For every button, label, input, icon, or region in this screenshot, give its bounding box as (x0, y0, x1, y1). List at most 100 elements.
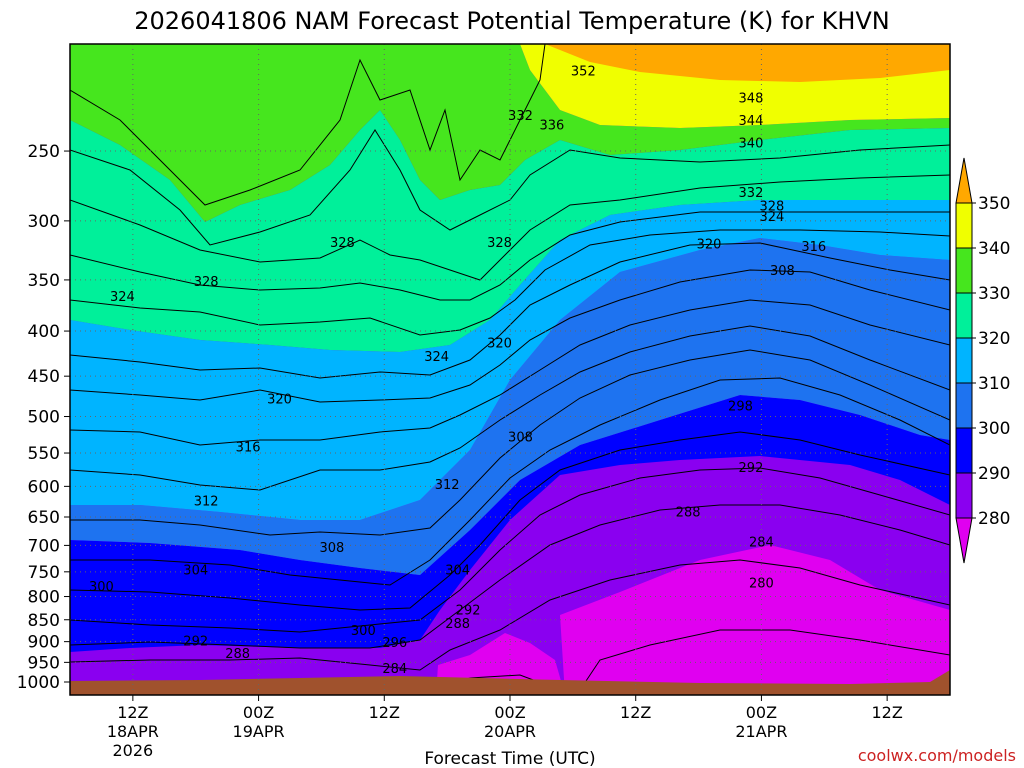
band-290-300 (70, 395, 950, 652)
contour-label: 280 (749, 576, 774, 591)
contour-line (70, 467, 950, 633)
grid-lines (70, 44, 950, 695)
contour-line (70, 229, 950, 336)
y-tick-label: 550 (28, 444, 60, 464)
contour-line (70, 129, 950, 246)
colorbar-band (955, 337, 973, 384)
y-tick-label: 400 (28, 322, 60, 342)
contour-label: 324 (424, 350, 449, 365)
colorbar-tick-label: 350 (978, 194, 1010, 214)
x-tick-label: 00Z (746, 703, 777, 722)
colorbar-top-triangle (955, 157, 973, 204)
colorbar-tick-label: 310 (978, 374, 1010, 394)
colorbar-band (955, 472, 973, 519)
colorbar: 280 290 300 310 320 330 340 350 (955, 157, 1010, 564)
y-tick-label: 300 (28, 212, 60, 232)
chart-title: 2026041806 NAM Forecast Potential Temper… (134, 7, 890, 35)
x-tick-label: 12Z (369, 703, 400, 722)
y-tick-label: 650 (28, 508, 60, 528)
x-tick-year: 2026 (112, 741, 153, 760)
colorbar-band (955, 247, 973, 294)
y-axis: 2503003504004505005506006507007508008509… (17, 142, 70, 693)
contour-label: 340 (739, 136, 764, 151)
x-tick-date: 20APR (484, 722, 536, 741)
contour-label: 320 (697, 237, 722, 252)
colorbar-tick-label: 300 (978, 419, 1010, 439)
contour-lines (70, 44, 950, 691)
band-above-350 (545, 44, 950, 82)
contour-label: 308 (319, 541, 344, 556)
contour-label: 292 (456, 604, 481, 619)
contour-label: 320 (487, 336, 512, 351)
colorbar-tick-label: 280 (978, 509, 1010, 529)
contour-label: 292 (183, 635, 208, 650)
y-tick-label: 850 (28, 611, 60, 631)
contour-label: 324 (759, 210, 784, 225)
y-tick-label: 700 (28, 536, 60, 556)
band-320-330 (70, 110, 950, 352)
contour-label: 328 (194, 275, 219, 290)
y-tick-label: 250 (28, 142, 60, 162)
x-tick-label: 00Z (243, 703, 274, 722)
y-tick-label: 450 (28, 367, 60, 387)
y-tick-label: 500 (28, 408, 60, 428)
contour-label: 328 (759, 200, 784, 215)
contour-label: 324 (110, 290, 135, 305)
y-tick-label: 350 (28, 271, 60, 291)
contour-label: 304 (183, 563, 208, 578)
contour-line (70, 242, 950, 379)
contour-line (70, 431, 950, 611)
contour-line (70, 349, 950, 536)
colorbar-band (955, 427, 973, 474)
y-tick-label: 600 (28, 477, 60, 497)
y-tick-label: 950 (28, 653, 60, 673)
y-tick-label: 750 (28, 563, 60, 583)
contour-label: 304 (445, 563, 470, 578)
band-330-340 (70, 44, 950, 222)
x-tick-label: 12Z (620, 703, 651, 722)
plot-area (70, 44, 950, 695)
contour-label: 308 (508, 430, 533, 445)
colorbar-band (955, 202, 973, 249)
colorbar-bottom-triangle (955, 517, 973, 564)
contour-line (70, 211, 950, 301)
contour-line (70, 299, 950, 446)
colorbar-band (955, 382, 973, 429)
contour-label: 300 (351, 624, 376, 639)
contour-label: 296 (382, 636, 407, 651)
contour-line (70, 559, 950, 671)
contour-label: 288 (445, 617, 470, 632)
contour-label: 288 (225, 647, 250, 662)
contour-label: 332 (739, 186, 764, 201)
y-tick-label: 900 (28, 633, 60, 653)
contour-label: 344 (739, 114, 764, 129)
contour-label: 328 (330, 236, 355, 251)
band-300-310 (70, 238, 950, 575)
contour-label: 308 (770, 264, 795, 279)
colorbar-tick-label: 320 (978, 329, 1010, 349)
colorbar-tick-label: 290 (978, 464, 1010, 484)
contour-line (70, 174, 950, 281)
contour-label: 328 (487, 236, 512, 251)
contour-line (70, 269, 950, 403)
y-tick-label: 800 (28, 588, 60, 608)
y-tick-label: 1000 (17, 673, 60, 693)
contour-label: 316 (801, 240, 826, 255)
contour-label: 312 (435, 478, 460, 493)
x-tick-label: 00Z (494, 703, 525, 722)
colorbar-tick-label: 340 (978, 239, 1010, 259)
contour-label: 316 (236, 440, 261, 455)
contour-label: 300 (89, 580, 114, 595)
colorbar-tick-label: 330 (978, 284, 1010, 304)
x-tick-label: 12Z (871, 703, 902, 722)
x-tick-date: 19APR (233, 722, 285, 741)
contour-label: 298 (728, 399, 753, 414)
x-axis-label: Forecast Time (UTC) (424, 749, 595, 768)
contour-line (70, 504, 950, 649)
contour-label: 332 (508, 109, 533, 124)
contour-line (70, 44, 546, 206)
contour-label: 284 (749, 536, 774, 551)
